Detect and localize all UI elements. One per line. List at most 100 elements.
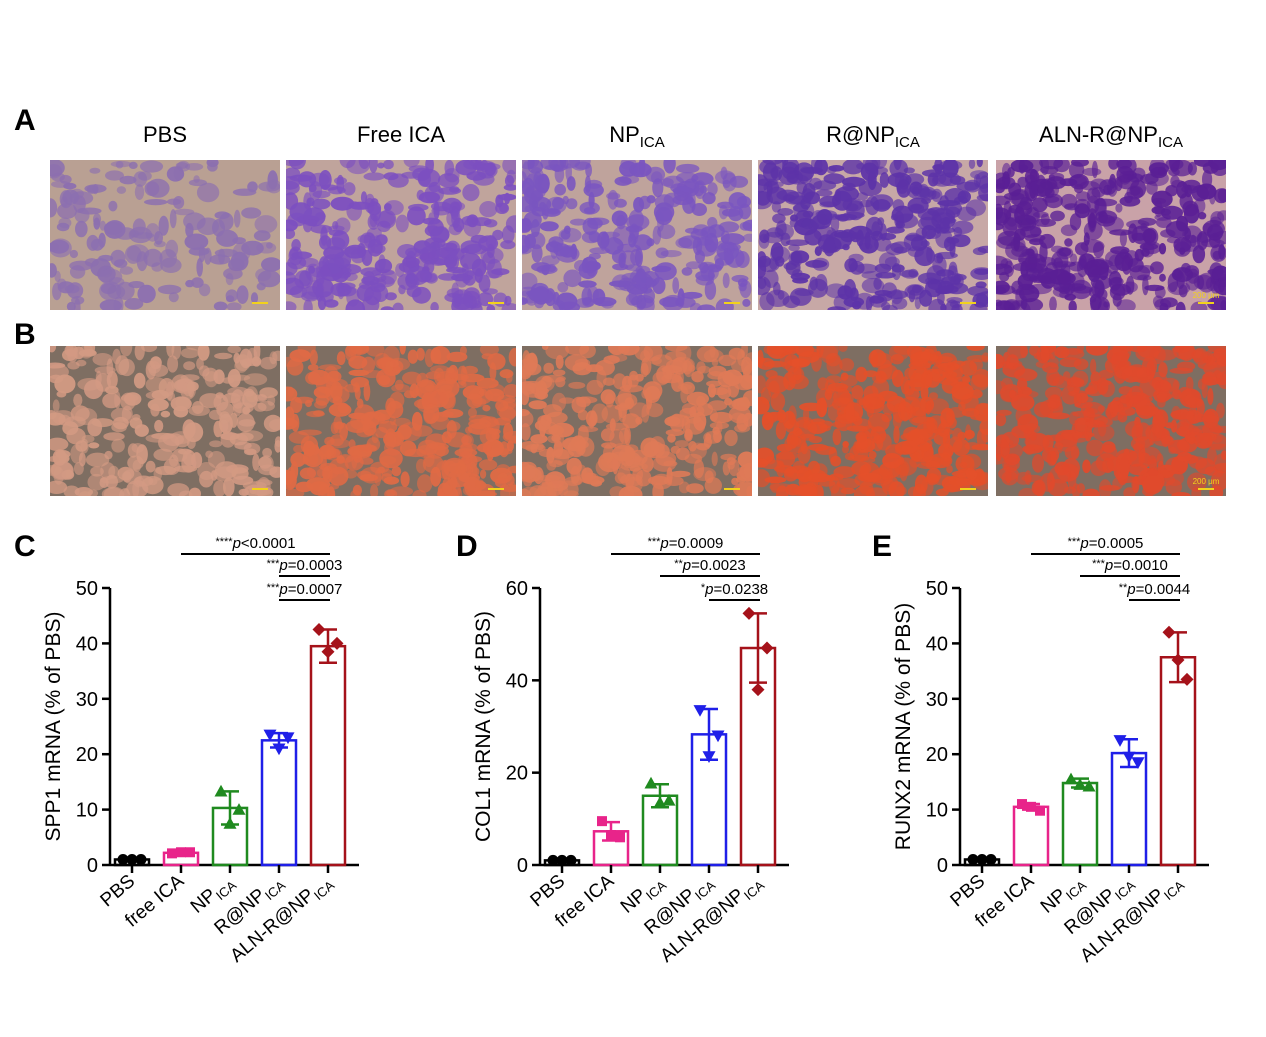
- stain-blob: [1010, 237, 1026, 252]
- stain-blob: [186, 346, 207, 351]
- stain-blob: [970, 267, 988, 280]
- stain-blob: [208, 409, 223, 420]
- stain-blob: [917, 216, 939, 231]
- stain-blob: [471, 397, 487, 407]
- stain-blob: [236, 432, 254, 442]
- stain-blob: [1057, 272, 1076, 285]
- stain-blob: [1108, 270, 1122, 291]
- stain-blob: [252, 453, 260, 471]
- stain-blob: [495, 202, 510, 214]
- stain-blob: [925, 401, 932, 415]
- stain-blob: [792, 277, 809, 284]
- stain-blob: [213, 301, 228, 310]
- significance-label: *p=0.0238: [701, 581, 768, 598]
- stain-blob: [506, 169, 516, 184]
- data-point: [185, 847, 195, 858]
- p-value: =0.0003: [288, 557, 343, 574]
- stain-blob: [395, 214, 409, 233]
- stain-blob: [833, 388, 851, 407]
- stain-blob: [360, 267, 382, 277]
- stain-blob: [524, 234, 536, 249]
- stain-blob: [979, 175, 988, 194]
- stain-blob: [718, 221, 740, 233]
- stain-blob: [676, 447, 690, 461]
- stain-blob: [1209, 262, 1223, 280]
- stain-blob: [522, 408, 530, 417]
- stain-blob: [663, 192, 682, 208]
- stain-blob: [286, 301, 297, 310]
- stain-blob: [335, 217, 351, 235]
- stain-blob: [478, 459, 498, 471]
- stain-blob: [611, 249, 627, 264]
- stain-blob: [590, 410, 597, 426]
- stain-blob: [58, 217, 72, 229]
- stain-blob: [758, 277, 767, 290]
- stain-blob: [943, 236, 956, 252]
- stain-blob: [866, 487, 888, 496]
- data-point: [176, 847, 186, 858]
- stain-blob: [191, 277, 204, 288]
- stars: ****: [215, 536, 233, 548]
- stain-blob: [709, 411, 733, 424]
- stain-blob: [166, 381, 174, 401]
- stain-blob: [545, 346, 569, 360]
- stain-blob: [75, 220, 88, 238]
- stain-blob: [1165, 160, 1184, 170]
- stain-blob: [259, 356, 278, 370]
- stain-blob: [108, 200, 118, 212]
- stain-blob: [1168, 446, 1177, 455]
- stain-blob: [485, 388, 505, 402]
- stain-blob: [50, 346, 57, 353]
- stain-blob: [57, 278, 67, 289]
- stain-blob: [320, 445, 335, 457]
- stain-blob: [1069, 432, 1089, 443]
- stain-blob: [917, 272, 942, 285]
- stain-blob: [1172, 389, 1182, 400]
- stain-blob: [1089, 358, 1097, 375]
- stain-blob: [476, 377, 499, 389]
- stain-blob: [1142, 228, 1157, 244]
- stain-blob: [383, 160, 394, 170]
- p-label: p: [1079, 535, 1088, 552]
- stain-blob: [786, 174, 809, 185]
- stain-blob: [722, 179, 731, 189]
- stain-blob: [415, 270, 433, 283]
- stain-blob: [758, 469, 771, 488]
- stain-blob: [202, 367, 218, 382]
- stain-blob: [423, 403, 440, 424]
- stain-blob: [1121, 255, 1132, 275]
- stain-blob: [417, 168, 441, 188]
- stain-blob: [1020, 298, 1044, 310]
- stain-blob: [779, 351, 793, 370]
- stain-blob: [120, 346, 133, 357]
- stain-blob: [306, 410, 325, 418]
- stain-blob: [369, 160, 378, 173]
- stain-blob: [760, 386, 772, 405]
- stain-blob: [898, 456, 905, 465]
- stain-blob: [1076, 392, 1089, 404]
- stain-blob: [1159, 273, 1166, 282]
- stain-blob: [531, 190, 543, 202]
- stain-blob: [705, 433, 712, 441]
- stain-blob: [113, 296, 124, 310]
- stain-blob: [1053, 257, 1063, 269]
- stain-blob: [770, 479, 780, 493]
- stain-blob: [556, 292, 578, 310]
- stain-blob: [895, 213, 919, 229]
- stain-blob: [50, 412, 66, 426]
- stain-blob: [766, 227, 784, 238]
- stain-blob: [981, 352, 988, 363]
- stain-blob: [241, 240, 264, 256]
- data-point: [597, 816, 607, 827]
- stain-blob: [728, 192, 747, 210]
- stain-blob: [609, 486, 625, 496]
- stain-blob: [243, 373, 268, 386]
- stain-blob: [257, 394, 267, 401]
- stain-blob: [1015, 471, 1032, 485]
- stain-blob: [827, 403, 840, 421]
- stain-blob: [144, 181, 160, 197]
- stain-blob: [1142, 275, 1149, 296]
- micrograph-a-1: [50, 160, 280, 310]
- stain-blob: [54, 270, 61, 282]
- stain-blob: [728, 458, 740, 477]
